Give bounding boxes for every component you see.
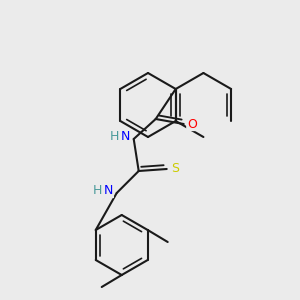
Text: N: N (104, 184, 113, 197)
Text: O: O (187, 118, 197, 130)
Text: H: H (110, 130, 119, 143)
Text: H: H (93, 184, 102, 197)
Text: N: N (121, 130, 130, 143)
Text: S: S (171, 163, 179, 176)
